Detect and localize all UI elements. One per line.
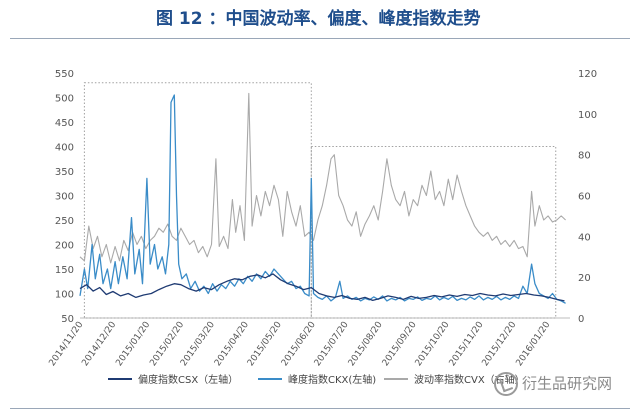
highlight-box <box>83 82 312 319</box>
y-right-tick-label: 80 <box>578 151 591 162</box>
watermark-text: 衍生品研究网 <box>522 374 613 393</box>
x-tick-label: 2014/11/20 <box>48 320 86 368</box>
y-left-tick-label: 450 <box>55 118 74 129</box>
x-tick-label: 2015/04/20 <box>213 320 251 368</box>
y-right-tick-label: 100 <box>578 110 597 121</box>
x-tick-label: 2014/12/20 <box>80 320 118 368</box>
series-line-ckx <box>79 94 566 304</box>
watermark-logo-icon <box>494 372 518 396</box>
x-tick-label: 2016/01/20 <box>514 320 552 368</box>
title-divider <box>10 38 630 39</box>
x-tick-label: 2015/12/20 <box>481 320 519 368</box>
bottom-divider <box>10 408 630 409</box>
legend-label: 偏度指数CSX（左轴） <box>138 373 238 386</box>
y-right-tick-label: 60 <box>578 192 591 203</box>
y-left-tick-label: 100 <box>55 290 74 301</box>
y-left-tick-label: 250 <box>55 216 74 227</box>
legend-label: 峰度指数CKX(左轴) <box>288 373 376 386</box>
x-tick-label: 2015/08/20 <box>347 320 385 368</box>
y-left-tick-label: 300 <box>55 192 74 203</box>
y-right-tick-label: 120 <box>578 69 597 80</box>
y-right-tick-label: 20 <box>578 273 591 284</box>
y-left-tick-label: 200 <box>55 241 74 252</box>
y-left-tick-label: 50 <box>61 314 74 325</box>
y-left-tick-label: 150 <box>55 265 74 276</box>
highlight-box <box>310 146 557 319</box>
y-right-tick-label: 40 <box>578 232 591 243</box>
y-left-tick-label: 550 <box>55 69 74 80</box>
series-line-cvx <box>79 92 566 264</box>
y-right-tick-label: 0 <box>578 314 584 325</box>
y-left-tick-label: 500 <box>55 94 74 105</box>
chart: 50 100 150 200 250 300 350 400 450 500 550 0 20 40 60 8… <box>48 69 598 386</box>
y-left-tick-label: 400 <box>55 143 74 154</box>
x-tick-label: 2015/01/20 <box>114 320 152 368</box>
series-line-csx <box>79 273 565 302</box>
x-tick-label: 2015/11/20 <box>448 320 486 368</box>
chart-title: 图 12 ：中国波动率、偏度、峰度指数走势 <box>156 9 481 29</box>
x-tick-label: 2015/06/20 <box>280 320 318 368</box>
watermark: 衍生品研究网 <box>494 372 612 396</box>
x-tick-label: 2015/10/20 <box>414 320 452 368</box>
x-tick-label: 2015/07/20 <box>313 320 351 368</box>
y-left-tick-label: 350 <box>55 167 74 178</box>
x-tick-label: 2015/05/20 <box>246 320 284 368</box>
x-tick-label: 2015/09/20 <box>381 320 419 368</box>
